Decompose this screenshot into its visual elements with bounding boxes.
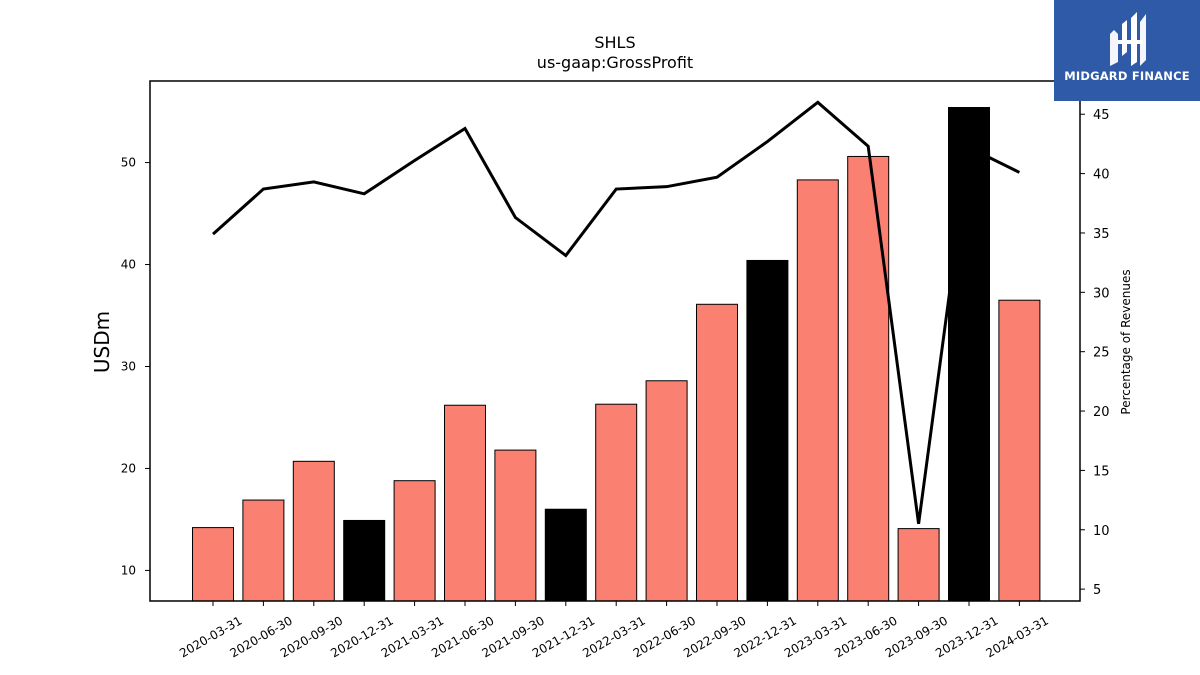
y-tick-label: 20 [121,461,136,475]
y2-tick-label: 5 [1093,583,1101,598]
bar-series [192,107,1041,602]
bar [645,380,688,602]
y-tick-label: 40 [121,258,136,272]
x-axis: 2020-03-312020-06-302020-09-302020-12-31… [177,601,1051,660]
bar [796,179,839,602]
y-axis-label: USDm [90,311,114,373]
bar [192,527,234,602]
brand-logo: MIDGARD FINANCE [1054,0,1200,101]
bar [998,299,1041,602]
y2-tick-label: 35 [1093,227,1110,242]
bar [292,460,335,602]
y2-tick-label: 15 [1093,464,1110,479]
bar [544,508,587,602]
y2-tick-label: 40 [1093,168,1110,183]
bar [897,528,940,602]
y-tick-label: 50 [121,156,136,170]
y-tick-label: 30 [121,359,136,373]
y-tick-label: 10 [121,563,136,577]
y2-tick-label: 20 [1093,405,1110,420]
bar [494,449,537,602]
bar [948,107,990,602]
y-axis-right: 5 10 15 20 25 30 35 40 45 [1080,108,1110,598]
bar [696,303,738,602]
y2-tick-label: 10 [1093,524,1110,539]
y2-tick-label: 30 [1093,286,1110,301]
bar [746,259,789,602]
y2-tick-label: 25 [1093,346,1110,361]
bar [242,499,285,602]
chart-title: SHLS [594,33,635,52]
y2-axis-label: Percentage of Revenues [1119,269,1133,414]
bar [444,404,486,602]
y2-tick-label: 45 [1093,108,1110,123]
bar [595,403,638,602]
bar [393,480,436,602]
line-series [211,100,1021,525]
bar [343,519,386,602]
chart-subtitle: us-gaap:GrossProfit [537,53,693,72]
bar [847,155,890,602]
y-axis-left: 10 20 30 40 50 [121,156,150,577]
logo-mark-icon [1110,12,1146,66]
plot-frame [149,80,1081,602]
logo-text: MIDGARD FINANCE [1064,69,1190,83]
